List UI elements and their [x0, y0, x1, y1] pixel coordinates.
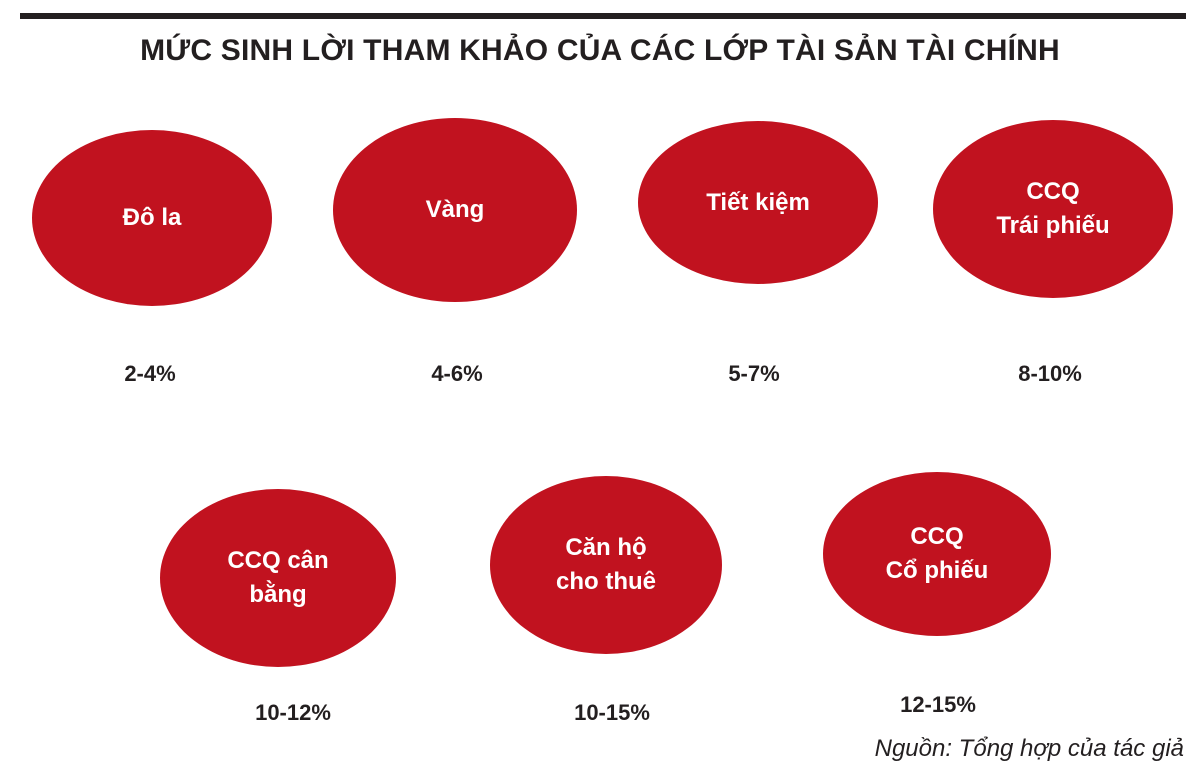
- asset-label-line: CCQ: [1026, 178, 1080, 205]
- asset-label: CCQ cân bằng: [227, 544, 328, 612]
- asset-label: Vàng: [426, 193, 485, 227]
- asset-label-line: CCQ cân: [227, 547, 329, 574]
- asset-label: Đô la: [123, 201, 182, 235]
- asset-label: Tiết kiệm: [706, 186, 810, 220]
- asset-label-line: Căn hộ: [565, 534, 647, 561]
- asset-ellipse-gold: Vàng: [333, 118, 577, 302]
- asset-label-line: CCQ: [910, 523, 964, 550]
- asset-label: CCQ Cổ phiếu: [886, 520, 989, 588]
- return-rate-label: 10-12%: [255, 700, 331, 725]
- source-note: Nguồn: Tổng hợp của tác giả: [874, 735, 1184, 762]
- top-rule: [20, 13, 1186, 19]
- return-rate-label: 5-7%: [728, 361, 780, 386]
- asset-label-line: Trái phiếu: [996, 212, 1110, 239]
- return-rate-label: 10-15%: [574, 700, 650, 725]
- asset-label-line: bằng: [249, 581, 307, 608]
- asset-label-line: Vàng: [425, 196, 485, 223]
- return-rate-label: 4-6%: [431, 361, 483, 386]
- return-rate-label: 8-10%: [1018, 361, 1082, 386]
- return-rate-label: 12-15%: [900, 692, 976, 717]
- asset-label: Căn hộ cho thuê: [556, 531, 656, 599]
- asset-ellipse-rental-apartment: Căn hộ cho thuê: [490, 476, 722, 654]
- page-title: MỨC SINH LỜI THAM KHẢO CỦA CÁC LỚP TÀI S…: [140, 34, 1060, 67]
- asset-ellipse-bond-fund: CCQ Trái phiếu: [933, 120, 1173, 298]
- asset-label-line: Tiết kiệm: [706, 188, 810, 216]
- asset-label-line: Đô la: [122, 204, 182, 231]
- asset-ellipse-equity-fund: CCQ Cổ phiếu: [823, 472, 1051, 636]
- asset-ellipse-savings: Tiết kiệm: [638, 121, 878, 284]
- asset-label: CCQ Trái phiếu: [996, 175, 1109, 243]
- asset-label-line: Cổ phiếu: [885, 557, 989, 584]
- asset-ellipse-dollar: Đô la: [32, 130, 272, 306]
- return-rate-label: 2-4%: [124, 361, 176, 386]
- asset-ellipse-balanced-fund: CCQ cân bằng: [160, 489, 396, 667]
- asset-label-line: cho thuê: [556, 568, 656, 595]
